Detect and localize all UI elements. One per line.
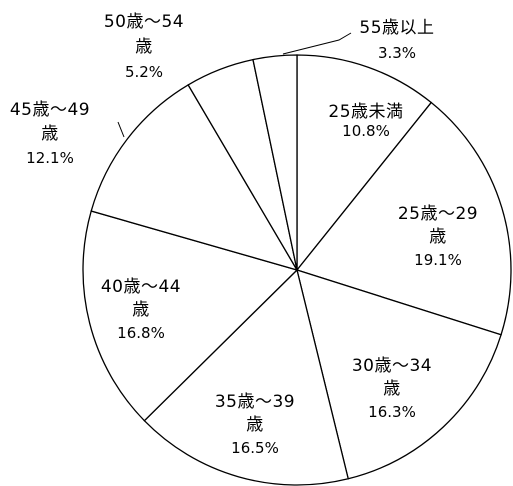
slice-percent-label: 3.3% — [378, 44, 416, 62]
leader-line-6 — [117, 121, 125, 138]
slice-category-label: 歳 — [132, 300, 150, 320]
slice-label-7: 50歳～54 歳 5.2% — [104, 12, 184, 81]
pie-slice-6 — [90, 83, 299, 272]
slice-percent-label: 10.8% — [342, 122, 390, 140]
slice-category-label: 歳 — [429, 227, 447, 247]
pie-slice-1 — [296, 54, 433, 272]
pie-slice-2 — [295, 101, 512, 336]
slice-percent-label: 5.2% — [125, 63, 163, 81]
slice-percent-label: 12.1% — [26, 149, 74, 167]
slice-percent-label: 19.1% — [414, 251, 462, 269]
slice-category-label: 歳 — [41, 124, 59, 144]
slice-label-3: 30歳～34 歳 16.3% — [352, 356, 432, 421]
leaders-layer — [117, 32, 352, 138]
slice-percent-label: 16.8% — [117, 324, 165, 342]
pie-slice-8 — [252, 54, 298, 271]
slice-category-label: 45歳～49 — [10, 100, 90, 120]
slice-category-label: 30歳～34 — [352, 356, 432, 376]
slice-category-label: 歳 — [246, 415, 264, 435]
slice-category-label: 歳 — [135, 37, 153, 57]
slice-category-label: 歳 — [383, 379, 401, 399]
slice-category-label: 55歳以上 — [359, 18, 434, 38]
slice-label-4: 35歳～39 歳 16.5% — [215, 392, 295, 457]
slice-category-label: 40歳～44 — [101, 277, 181, 297]
slice-category-label: 25歳～29 — [398, 204, 478, 224]
slice-category-label: 25歳未満 — [328, 102, 403, 122]
slice-percent-label: 16.3% — [368, 403, 416, 421]
pie-slice-3 — [296, 269, 502, 480]
slice-category-label: 50歳～54 — [104, 12, 184, 32]
slice-label-5: 40歳～44 歳 16.8% — [101, 277, 181, 342]
pie-slice-4 — [143, 268, 349, 486]
leader-line-8 — [282, 32, 352, 55]
slices-layer — [82, 54, 512, 486]
slice-label-8: 55歳以上 3.3% — [359, 18, 434, 62]
slice-category-label: 35歳～39 — [215, 392, 295, 412]
slice-percent-label: 16.5% — [231, 439, 279, 457]
slice-label-2: 25歳～29 歳 19.1% — [398, 204, 478, 269]
pie-slice-5 — [82, 210, 299, 422]
slice-label-6: 45歳～49 歳 12.1% — [10, 100, 90, 167]
